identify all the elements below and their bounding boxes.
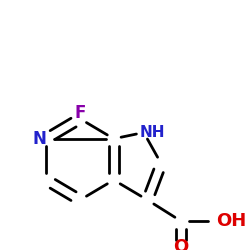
Text: OH: OH xyxy=(216,212,246,230)
Text: F: F xyxy=(74,104,86,122)
Text: O: O xyxy=(174,238,189,250)
Text: NH: NH xyxy=(140,125,165,140)
Text: N: N xyxy=(32,130,46,148)
